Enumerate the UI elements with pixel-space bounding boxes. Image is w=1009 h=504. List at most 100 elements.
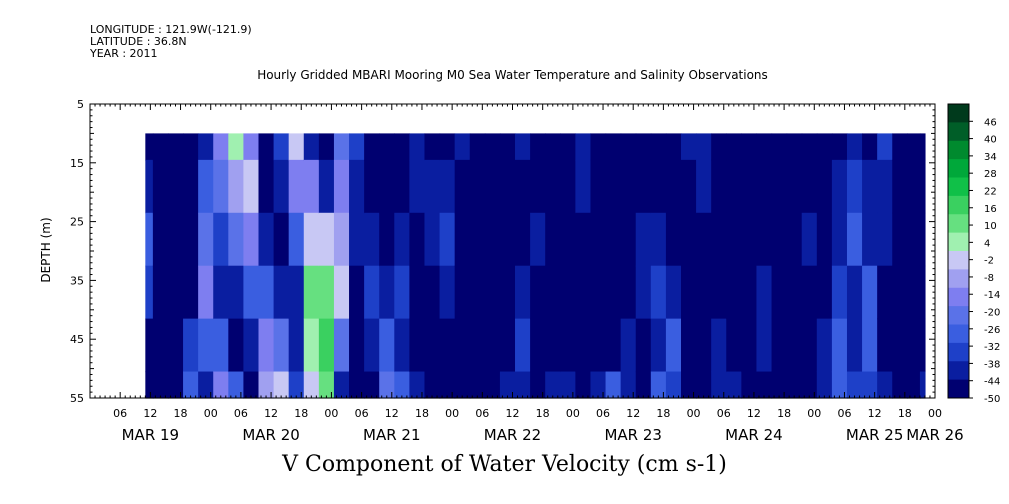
heatmap-cell [741, 265, 758, 320]
heatmap-cell [711, 159, 727, 214]
colorbar-band [948, 214, 969, 234]
heatmap-cell [288, 133, 305, 161]
x-tick-label: 00 [324, 407, 338, 420]
heatmap-cell [145, 133, 154, 161]
heatmap-cell [741, 371, 758, 399]
x-tick-label: 00 [807, 407, 821, 420]
heatmap-cell [665, 133, 682, 161]
heatmap-cell [484, 159, 501, 214]
heatmap-cell [665, 265, 682, 320]
heatmap-cell [919, 159, 926, 214]
colorbar-tick-label: -2 [984, 256, 994, 267]
heatmap-cell [635, 265, 652, 320]
heatmap-cell [846, 318, 863, 373]
heatmap-cell [258, 133, 275, 161]
heatmap-cell [877, 265, 893, 320]
heatmap-cell [273, 159, 290, 214]
heatmap-cell [333, 371, 350, 399]
heatmap-cell [545, 371, 561, 399]
heatmap-cell [364, 265, 380, 320]
heatmap-cell [590, 159, 607, 214]
colorbar-band [948, 361, 969, 381]
heatmap-cell [635, 318, 652, 373]
heatmap-cell [650, 371, 667, 399]
heatmap-cell [771, 133, 788, 161]
heatmap-cell [424, 159, 441, 214]
heatmap-cell [303, 371, 320, 399]
heatmap-cell [424, 133, 441, 161]
heatmap-cell [680, 212, 697, 267]
heatmap-cell [816, 265, 833, 320]
heatmap-cell [545, 133, 561, 161]
heatmap-cell [349, 265, 365, 320]
heatmap-cell [394, 265, 410, 320]
heatmap-cell [364, 159, 380, 214]
heatmap-cell [379, 371, 395, 399]
heatmap-cell [167, 371, 184, 399]
heatmap-cells [145, 133, 926, 399]
heatmap-cell [605, 265, 622, 320]
y-tick-label: 5 [77, 98, 84, 111]
colorbar-band [948, 287, 969, 307]
heatmap-cell [499, 133, 516, 161]
colorbar-tick-label: 34 [984, 152, 997, 163]
heatmap-cell [741, 212, 758, 267]
heatmap-cell [620, 133, 637, 161]
heatmap-cell [741, 318, 758, 373]
heatmap-cell [439, 212, 456, 267]
colorbar-tick-label: -26 [984, 325, 1000, 336]
colorbar-tick-label: -44 [984, 377, 1000, 388]
x-date-label: MAR 25 [846, 426, 903, 444]
heatmap-cell [545, 159, 561, 214]
x-tick-label: 18 [898, 407, 912, 420]
heatmap-cell [530, 371, 546, 399]
heatmap-cell [801, 159, 818, 214]
heatmap-cell [575, 318, 592, 373]
heatmap-cell [877, 212, 893, 267]
heatmap-cell [515, 212, 531, 267]
x-tick-label: 06 [837, 407, 851, 420]
heatmap-cell [499, 159, 516, 214]
heatmap-cell [167, 318, 184, 373]
heatmap-cell [590, 212, 607, 267]
heatmap-cell [605, 159, 622, 214]
heatmap-cell [303, 318, 320, 373]
heatmap-cell [801, 212, 818, 267]
heatmap-cell [484, 265, 501, 320]
heatmap-cell [303, 212, 320, 267]
colorbar-tick-label: -50 [984, 394, 1000, 405]
heatmap-cell [862, 265, 878, 320]
heatmap-cell [394, 318, 410, 373]
heatmap-cell [228, 212, 245, 267]
heatmap-cell [605, 212, 622, 267]
heatmap-cell [364, 318, 380, 373]
heatmap-cell [424, 371, 441, 399]
heatmap-cell [801, 371, 818, 399]
heatmap-cell [756, 318, 773, 373]
heatmap-cell [228, 265, 245, 320]
heatmap-cell [273, 133, 290, 161]
heatmap-cell [333, 159, 350, 214]
heatmap-cell [469, 371, 486, 399]
x-tick-label: 18 [294, 407, 308, 420]
colorbar-tick-label: 28 [984, 169, 997, 180]
heatmap-cell [439, 265, 456, 320]
heatmap-cell [892, 212, 908, 267]
y-tick-label: 45 [70, 333, 84, 346]
colorbar-tick-label: -20 [984, 308, 1000, 319]
heatmap-cell [454, 212, 471, 267]
x-tick-label: 18 [415, 407, 429, 420]
heatmap-cell [877, 133, 893, 161]
heatmap-cell [409, 265, 426, 320]
heatmap-cell [545, 318, 561, 373]
heatmap-cell [454, 371, 471, 399]
x-date-label: MAR 24 [725, 426, 782, 444]
heatmap-cell [318, 212, 335, 267]
heatmap-cell [919, 212, 926, 267]
heatmap-cell [379, 318, 395, 373]
heatmap-cell [620, 265, 637, 320]
heatmap-cell [152, 212, 169, 267]
heatmap-cell [771, 371, 788, 399]
heatmap-cell [152, 159, 169, 214]
